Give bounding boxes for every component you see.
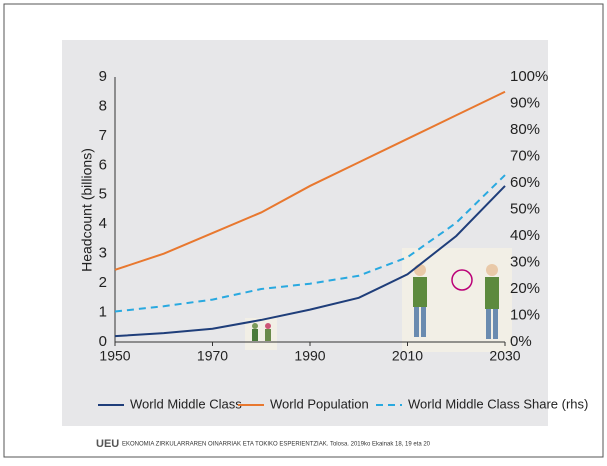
y2-tick-label: 90% <box>510 94 540 111</box>
y2-tick-label: 80% <box>510 121 540 138</box>
y2-tick-label: 20% <box>510 280 540 297</box>
chart-background <box>62 40 548 426</box>
y2-tick-label: 60% <box>510 174 540 191</box>
y-tick-label: 3 <box>99 245 107 262</box>
footer-text: EKONOMIA ZIRKULARRAREN OINARRIAK ETA TOK… <box>122 442 431 448</box>
y2-tick-label: 10% <box>510 306 540 323</box>
footer-logo: UEU <box>96 438 119 450</box>
y-tick-label: 4 <box>99 215 107 232</box>
legend-label: World Population <box>270 396 369 411</box>
legend-label: World Middle Class Share (rhs) <box>408 396 588 411</box>
series-line <box>114 90 506 271</box>
y2-tick-label: 70% <box>510 147 540 164</box>
x-tick-label: 1950 <box>99 348 130 364</box>
y-tick-label: 1 <box>99 304 107 321</box>
y2-tick-label: 100% <box>510 68 548 85</box>
y-axis-title: Headcount (billions) <box>79 148 95 272</box>
y-tick-label: 9 <box>99 68 107 85</box>
y-tick-label: 7 <box>99 127 107 144</box>
series-line <box>114 185 506 338</box>
y-tick-label: 0 <box>99 333 107 350</box>
illustration <box>245 318 277 350</box>
x-tick-label: 2030 <box>489 348 520 364</box>
series-line <box>114 174 506 313</box>
legend-label: World Middle Class <box>130 396 242 411</box>
y2-tick-label: 50% <box>510 200 540 217</box>
y2-tick-label: 0% <box>510 333 532 350</box>
y-tick-label: 5 <box>99 186 107 203</box>
y2-tick-label: 30% <box>510 253 540 270</box>
x-tick-label: 1990 <box>294 348 325 364</box>
y-tick-label: 8 <box>99 97 107 114</box>
y-tick-label: 6 <box>99 156 107 173</box>
illustration <box>402 248 512 352</box>
y-tick-label: 2 <box>99 274 107 291</box>
y2-tick-label: 40% <box>510 227 540 244</box>
x-tick-label: 1970 <box>197 348 228 364</box>
x-tick-label: 2010 <box>392 348 423 364</box>
